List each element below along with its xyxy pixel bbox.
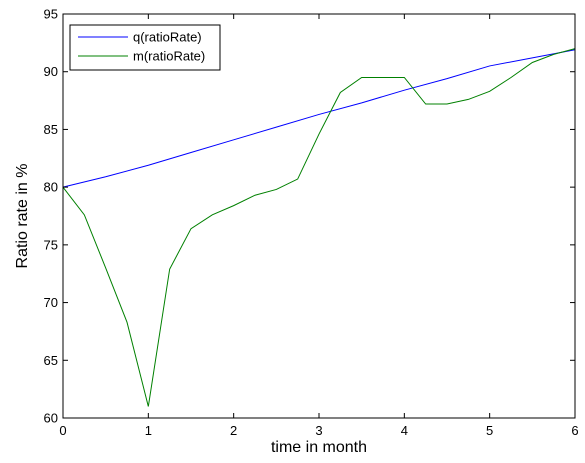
legend-label-0: q(ratioRate) <box>133 30 202 45</box>
x-tick-label-1: 1 <box>145 423 152 438</box>
series-line-1 <box>62 48 576 407</box>
y-axis-label: Ratio rate in % <box>14 164 31 269</box>
plot-background <box>63 14 575 418</box>
x-axis-label: time in month <box>271 439 367 456</box>
x-tick-label-0: 0 <box>59 423 66 438</box>
y-tick-label-6: 90 <box>44 64 58 79</box>
legend-box <box>69 24 221 71</box>
y-tick-label-2: 70 <box>44 295 58 310</box>
y-tick-label-4: 80 <box>44 180 58 195</box>
x-tick-label-2: 2 <box>230 423 237 438</box>
tick-layer: 0 1 2 3 4 5 6 60 65 70 75 80 85 90 95 <box>44 7 579 439</box>
y-tick-label-7: 95 <box>44 7 58 22</box>
x-tick-label-6: 6 <box>571 423 578 438</box>
y-tick-label-3: 75 <box>44 237 58 252</box>
series-line-0 <box>62 49 576 188</box>
x-tick-label-4: 4 <box>401 423 408 438</box>
y-tick-label-1: 65 <box>44 353 58 368</box>
y-tick-label-0: 60 <box>44 411 58 426</box>
legend: q(ratioRate) m(ratioRate) <box>69 24 221 71</box>
series-layer <box>62 48 576 407</box>
legend-label-1: m(ratioRate) <box>133 49 205 64</box>
x-tick-label-3: 3 <box>315 423 322 438</box>
y-tick-label-5: 85 <box>44 122 58 137</box>
x-tick-label-5: 5 <box>486 423 493 438</box>
